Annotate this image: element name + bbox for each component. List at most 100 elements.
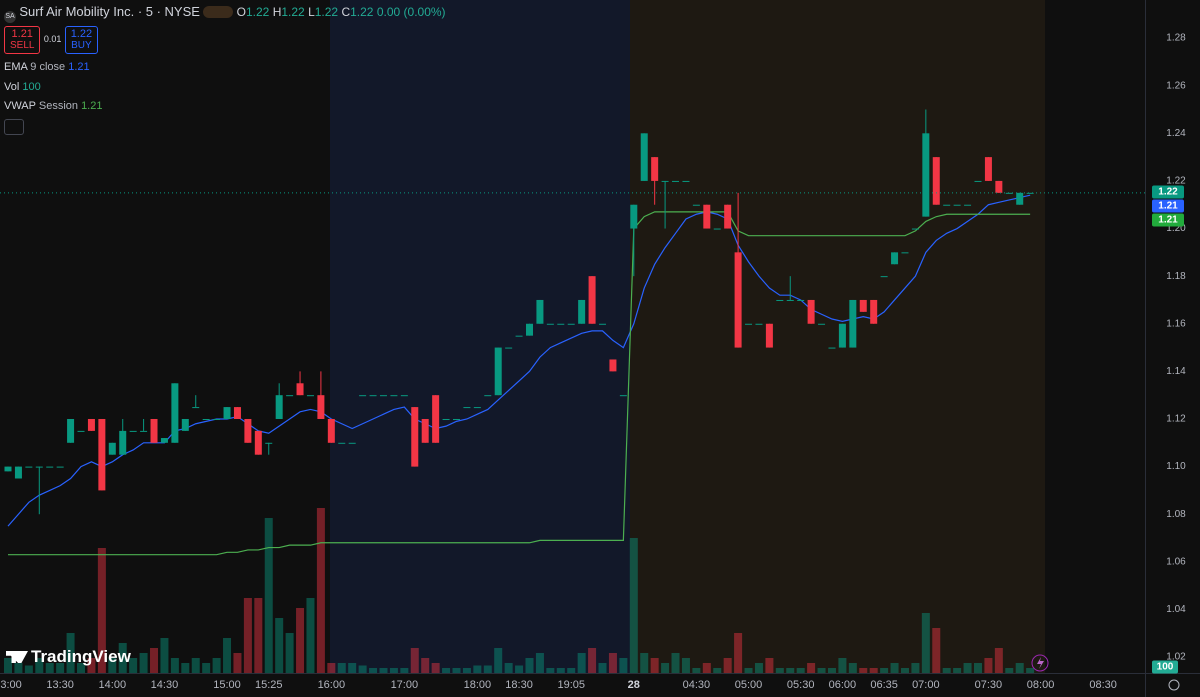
candle-body [880, 276, 888, 278]
volume-bar [66, 633, 75, 673]
candle-body [797, 299, 805, 301]
buy-button[interactable]: 1.22 BUY [64, 26, 99, 54]
collapse-button[interactable] [4, 118, 24, 135]
volume-bar [713, 668, 722, 673]
volume-bar [807, 663, 816, 673]
ohlc-value: 1.22 [245, 5, 270, 19]
candle-body [244, 418, 252, 443]
y-tick-label: 1.22 [1166, 176, 1186, 187]
volume-bar [1026, 668, 1035, 673]
candle-body [233, 407, 241, 419]
candle-body [35, 466, 43, 468]
volume-bar [473, 665, 482, 673]
candle-body [1016, 192, 1024, 205]
candle-body [77, 430, 85, 432]
indicator-legend: EMA 9 close 1.21 Vol 100 VWAP Session 1.… [4, 58, 102, 135]
settings-icon[interactable] [1168, 679, 1180, 691]
y-tick-label: 1.16 [1166, 318, 1186, 329]
candle-body [359, 395, 367, 397]
legend-name: EMA [4, 61, 28, 73]
volume-bar [296, 608, 305, 673]
ohlc-label: H [272, 5, 282, 19]
axis-layer: 1.02 1.04 1.06 1.08 1.10 1.12 1.14 1.16 1.18 1.20… [0, 33, 1186, 691]
candle-body [56, 466, 64, 468]
legend-name: Vol [4, 80, 20, 93]
price-badge-label: 1.22 [1158, 187, 1178, 198]
volume-bar [556, 668, 565, 673]
candle-body [296, 383, 304, 396]
volume-bar [400, 668, 409, 673]
candle-body [379, 395, 387, 397]
y-tick-label: 1.12 [1166, 414, 1186, 425]
candle-body [599, 323, 607, 325]
trade-buttons: 1.21 SELL 0.01 1.22 BUY [4, 26, 99, 54]
session-band [330, 0, 630, 673]
x-tick-label: 05:30 [787, 679, 815, 691]
volume-bar [389, 668, 398, 673]
candle-body [202, 418, 210, 420]
volume-bar [108, 658, 117, 673]
volume-bar [139, 653, 148, 673]
volume-bar [410, 648, 419, 673]
volume-bar [504, 663, 513, 673]
candle-body [828, 347, 836, 349]
y-tick-label: 1.02 [1166, 652, 1186, 663]
candle-body [98, 418, 106, 491]
volume-bar [535, 653, 544, 673]
candle-body [286, 395, 294, 397]
volume-bar [170, 658, 179, 673]
candle-body [838, 323, 846, 348]
x-tick-label: 19:05 [557, 679, 585, 691]
candle-body [630, 204, 638, 229]
buy-label: BUY [71, 40, 92, 51]
volume-bar [608, 653, 617, 673]
symbol-title: Surf Air Mobility Inc. · 5 · NYSE [19, 4, 200, 19]
y-tick-label: 1.20 [1166, 223, 1186, 234]
volume-bar [900, 668, 909, 673]
price-badge [1152, 199, 1184, 213]
candle-body [849, 299, 857, 348]
symbol-logo: SA [4, 11, 16, 23]
volume-layer [4, 508, 1035, 673]
volume-bar [723, 658, 732, 673]
volume-bar [56, 663, 65, 673]
lightning-icon[interactable] [1031, 654, 1049, 672]
ohlc-value: 1.22 [350, 5, 374, 19]
x-tick-label: 14:00 [99, 679, 127, 691]
volume-bar [546, 668, 555, 673]
candle-body [619, 395, 627, 397]
volume-bar [431, 663, 440, 673]
volume-bar [150, 648, 159, 673]
volume-bar [24, 665, 33, 673]
volume-bar [598, 663, 607, 673]
candle-body [192, 407, 200, 409]
sell-button[interactable]: 1.21 SELL [4, 26, 41, 54]
legend-vwap: VWAP Session 1.21 [4, 97, 102, 117]
candle-body [317, 395, 325, 419]
candle-body [776, 299, 784, 301]
candle-body [223, 407, 231, 419]
indicator-line [8, 211, 1031, 556]
candle-body [734, 252, 742, 348]
volume-bar [421, 658, 430, 673]
candle-body [724, 204, 732, 229]
session-icon [203, 6, 234, 18]
price-badge-label: 1.21 [1158, 215, 1178, 226]
volume-bar [744, 668, 753, 673]
candle-body [108, 442, 116, 455]
legend-ema: EMA 9 close 1.21 [4, 58, 102, 78]
candle-body [87, 418, 95, 431]
candle-body [254, 430, 262, 455]
candle-body [557, 323, 565, 325]
candle-body [463, 407, 471, 409]
volume-bar [285, 633, 294, 673]
volume-bar [369, 668, 378, 673]
volume-bar [953, 668, 962, 673]
volume-bar [817, 668, 826, 673]
candle-body [995, 180, 1003, 193]
candle-body [891, 252, 899, 265]
legend-vol: Vol 100 [4, 78, 102, 98]
legend-value: 1.21 [81, 100, 103, 112]
